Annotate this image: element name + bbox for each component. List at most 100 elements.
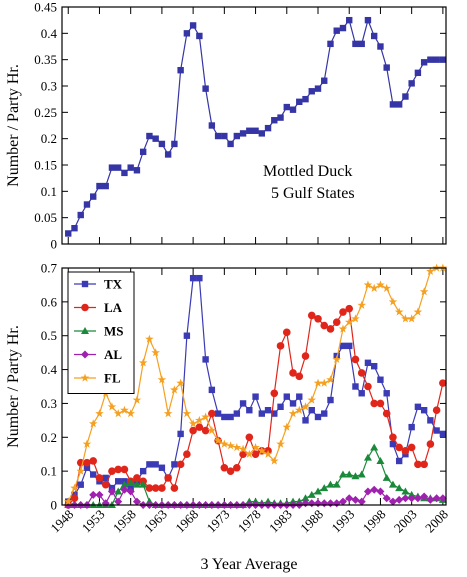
marker xyxy=(220,439,229,448)
marker xyxy=(351,314,360,323)
marker xyxy=(208,409,216,418)
marker xyxy=(420,407,428,414)
marker xyxy=(208,386,216,394)
marker xyxy=(264,407,272,414)
annotation: Mottled Duck xyxy=(263,163,352,180)
marker xyxy=(114,164,122,171)
marker xyxy=(270,389,279,398)
marker xyxy=(376,280,385,289)
marker xyxy=(113,409,123,418)
marker xyxy=(432,406,441,415)
marker xyxy=(102,474,109,482)
marker xyxy=(357,470,366,478)
marker xyxy=(321,77,328,84)
marker xyxy=(258,130,266,137)
marker xyxy=(307,395,317,404)
marker xyxy=(420,460,428,469)
marker xyxy=(183,30,191,37)
marker xyxy=(301,402,310,411)
marker xyxy=(152,461,159,468)
marker xyxy=(327,40,334,48)
marker xyxy=(363,280,373,289)
marker xyxy=(201,426,210,435)
marker xyxy=(177,430,184,438)
marker xyxy=(238,444,248,453)
marker xyxy=(351,495,360,504)
y-tick-label: 0.1 xyxy=(41,184,57,199)
marker xyxy=(251,442,260,452)
marker xyxy=(176,460,185,469)
marker xyxy=(88,419,98,428)
marker xyxy=(90,193,97,200)
marker xyxy=(283,103,290,111)
marker xyxy=(263,449,273,458)
marker xyxy=(189,274,197,282)
marker xyxy=(95,409,104,418)
marker xyxy=(277,114,284,121)
marker xyxy=(389,433,397,442)
marker xyxy=(289,106,297,113)
marker xyxy=(308,88,315,95)
marker xyxy=(89,457,98,465)
marker xyxy=(377,43,384,50)
marker xyxy=(196,32,203,40)
marker xyxy=(133,167,141,174)
marker xyxy=(208,122,216,129)
marker xyxy=(432,494,441,503)
marker xyxy=(233,410,241,417)
marker xyxy=(358,40,365,48)
marker xyxy=(382,283,391,292)
marker xyxy=(101,480,110,489)
marker xyxy=(226,467,235,475)
plot-frame xyxy=(61,6,447,245)
marker xyxy=(95,490,104,499)
marker xyxy=(83,464,91,471)
marker xyxy=(344,317,354,326)
marker xyxy=(296,393,303,400)
marker xyxy=(177,67,184,74)
marker xyxy=(221,132,228,140)
marker xyxy=(183,332,191,339)
marker xyxy=(433,56,440,63)
x-tick-label: 1988 xyxy=(297,507,326,536)
x-tick-label: 1983 xyxy=(266,507,295,536)
marker xyxy=(427,56,434,63)
marker xyxy=(126,487,135,496)
marker xyxy=(413,307,423,316)
marker xyxy=(245,433,254,442)
y-tick-label: 0.1 xyxy=(41,464,57,479)
marker xyxy=(139,467,147,475)
marker xyxy=(176,378,185,387)
marker xyxy=(332,354,342,364)
marker xyxy=(120,405,129,414)
marker xyxy=(407,314,416,323)
marker xyxy=(376,456,385,464)
marker xyxy=(82,439,92,448)
marker xyxy=(427,417,434,424)
marker xyxy=(383,390,390,397)
marker xyxy=(239,130,247,137)
marker xyxy=(89,490,98,499)
legend-label: LA xyxy=(104,300,123,315)
marker xyxy=(439,379,447,387)
marker xyxy=(401,494,410,503)
marker xyxy=(326,325,335,333)
marker xyxy=(126,478,135,486)
x-tick-label: 1958 xyxy=(110,507,139,536)
marker xyxy=(314,413,322,421)
marker xyxy=(95,474,104,482)
marker xyxy=(352,383,359,390)
marker xyxy=(257,446,267,455)
marker xyxy=(357,497,366,506)
y-tick-label: 0.05 xyxy=(34,210,57,225)
marker xyxy=(420,492,429,501)
marker xyxy=(195,415,204,424)
marker xyxy=(357,300,366,309)
y-tick-label: 0.35 xyxy=(34,52,57,67)
marker xyxy=(395,495,404,504)
marker xyxy=(158,140,166,148)
y-tick-label: 0.4 xyxy=(41,26,58,41)
x-tick-label: 1998 xyxy=(360,507,389,536)
marker xyxy=(201,412,210,421)
marker xyxy=(70,483,79,492)
